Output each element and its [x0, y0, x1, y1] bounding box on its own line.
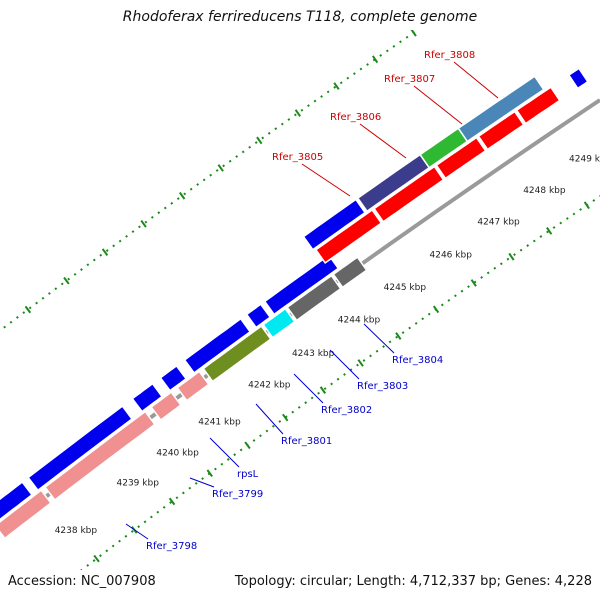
gene-label-leader	[125, 523, 149, 540]
gene-label-forward[interactable]: rpsL	[237, 469, 259, 480]
gene-label-reverse[interactable]: Rfer_3808	[424, 50, 475, 61]
scale-label: 4245 kbp	[384, 283, 427, 293]
major-tick	[357, 359, 364, 367]
gene-arrow-rfer-3802[interactable]	[262, 307, 296, 339]
major-tick	[395, 332, 402, 340]
gene-arrow-forward[interactable]	[245, 303, 272, 329]
genome-stats-label: Topology: circular; Length: 4,712,337 bp…	[234, 574, 592, 589]
gene-label-leader	[189, 477, 215, 488]
gene-arrow-reverse[interactable]	[515, 86, 561, 125]
gene-label-forward[interactable]: Rfer_3803	[357, 381, 408, 392]
major-tick	[508, 252, 515, 261]
gene-arrow-forward[interactable]	[183, 317, 252, 374]
gene-label-leader	[363, 323, 395, 354]
gene-label-forward[interactable]: Rfer_3804	[392, 355, 443, 366]
major-tick	[333, 82, 340, 90]
scale-label: 4243 kbp	[292, 349, 335, 359]
scale-label: 4241 kbp	[198, 417, 241, 427]
accession-label: Accession: NC_007908	[8, 574, 156, 589]
major-tick	[63, 276, 70, 285]
major-tick	[256, 136, 263, 145]
major-tick	[101, 248, 109, 256]
gene-arrow-reverse[interactable]	[373, 165, 445, 223]
gene-arrow-rrna[interactable]	[0, 489, 52, 540]
scale-label: 4246 kbp	[430, 251, 473, 261]
gene-arrow-forward[interactable]	[27, 405, 134, 492]
gene-label-leader	[329, 349, 360, 380]
scale-label: 4248 kbp	[523, 186, 566, 196]
gene-arrow-forward[interactable]	[567, 67, 589, 90]
gene-label-forward[interactable]: Rfer_3801	[281, 436, 332, 447]
major-tick	[371, 55, 379, 64]
major-tick	[178, 191, 186, 200]
major-tick	[93, 554, 100, 563]
major-tick	[450, 3, 454, 10]
gene-arrow-rrna[interactable]	[150, 391, 182, 421]
major-tick	[217, 164, 224, 172]
gene-arrow-rfer-3805[interactable]	[302, 198, 367, 251]
scale-label: 4249 kbp	[569, 155, 600, 165]
gene-label-leader	[255, 403, 284, 435]
gene-arrow-reverse[interactable]	[435, 136, 487, 180]
scale-label: 4239 kbp	[117, 479, 160, 489]
gene-label-leader	[359, 123, 407, 159]
major-tick	[282, 413, 289, 422]
scale-label: 4242 kbp	[248, 381, 291, 391]
major-tick	[140, 219, 147, 228]
gene-label-leader	[453, 61, 499, 99]
gene-label-leader	[209, 437, 240, 468]
gene-arrow-forward[interactable]	[159, 364, 188, 392]
gene-arrow-rfer-3801[interactable]	[202, 325, 272, 383]
gene-label-forward[interactable]: Rfer_3802	[321, 405, 372, 416]
gene-label-forward[interactable]: Rfer_3799	[212, 489, 263, 500]
gene-label-leader	[293, 373, 324, 404]
gene-label-forward[interactable]: Rfer_3798	[146, 541, 197, 552]
gene-label-leader	[413, 85, 463, 125]
gene-arrow-forward[interactable]	[0, 481, 33, 524]
major-tick	[546, 226, 553, 235]
major-tick	[470, 279, 477, 287]
gene-arrow-reverse[interactable]	[477, 110, 525, 151]
gene-arrow-rfer-3803[interactable]	[286, 274, 342, 322]
major-tick	[206, 469, 213, 478]
scale-label: 4240 kbp	[156, 449, 199, 459]
gene-arrow-forward[interactable]	[131, 382, 164, 413]
page-title: Rhodoferax ferrireducens T118, complete …	[122, 9, 478, 25]
major-tick	[24, 305, 32, 314]
gene-arrow-reverse[interactable]	[314, 208, 383, 264]
gene-label-leader	[301, 163, 351, 197]
major-tick	[410, 30, 417, 37]
gene-arrow-rrna[interactable]	[176, 370, 210, 402]
major-tick	[432, 305, 440, 314]
gene-arrow-rrna[interactable]	[44, 410, 156, 501]
scale-label: 4244 kbp	[338, 316, 381, 326]
major-tick	[168, 497, 176, 506]
major-tick	[244, 441, 251, 450]
major-tick	[319, 386, 327, 394]
gene-label-reverse[interactable]: Rfer_3807	[384, 74, 435, 85]
gene-arrow-rfer-3808[interactable]	[457, 75, 545, 143]
scale-label: 4238 kbp	[55, 526, 98, 536]
gene-arrow-rfer-3804[interactable]	[332, 256, 368, 289]
gene-label-reverse[interactable]: Rfer_3806	[330, 112, 381, 123]
gene-label-reverse[interactable]: Rfer_3805	[272, 152, 323, 163]
major-tick	[294, 109, 302, 117]
major-tick	[583, 201, 590, 210]
scale-label: 4247 kbp	[477, 217, 520, 227]
